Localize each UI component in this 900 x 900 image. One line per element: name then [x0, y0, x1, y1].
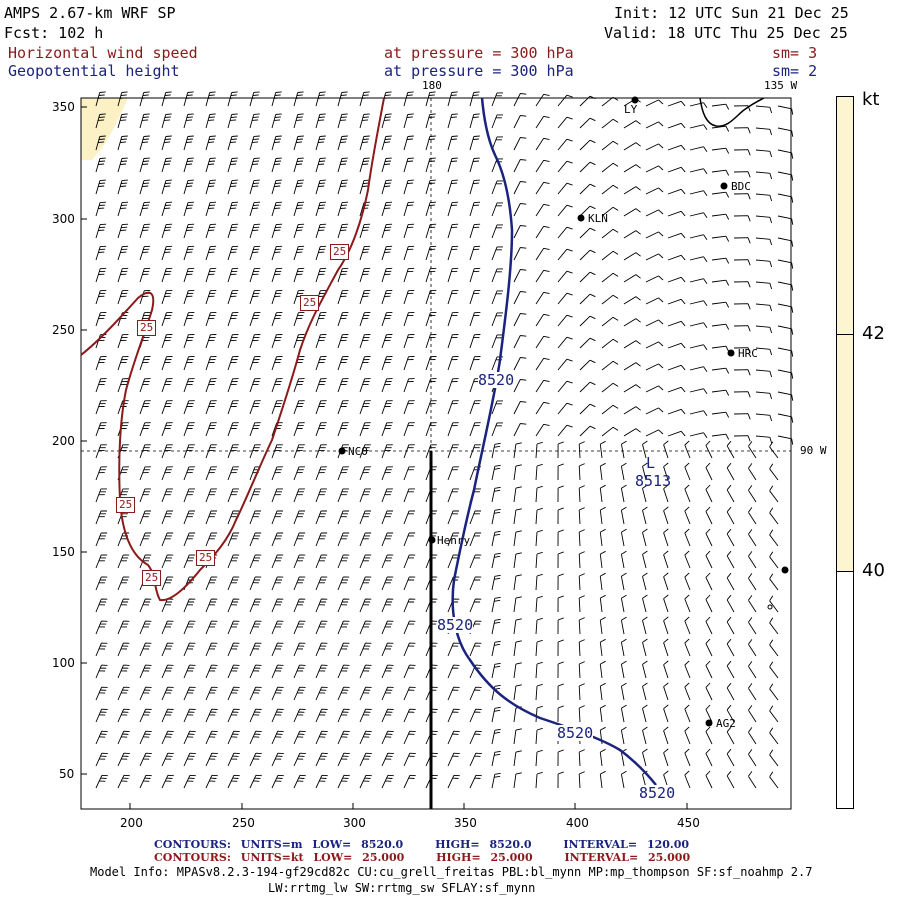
model-info: Model Info: MPASv8.2.3-194-gf29cd82c CU:… — [90, 865, 813, 879]
field-wind-speed: Horizontal wind speed — [8, 44, 198, 62]
forecast-hour: Fcst: 102 h — [4, 24, 104, 42]
model-title: AMPS 2.67-km WRF SP — [4, 4, 176, 22]
station-hrc: HRC — [738, 347, 758, 360]
wind-label-6: 25 — [142, 570, 162, 586]
valid-time: Valid: 18 UTC Thu 25 Dec 25 — [604, 24, 848, 42]
station-bdc-dot — [720, 182, 728, 190]
x-tick-400: 400 — [566, 816, 589, 830]
height-label-3: 8520 — [557, 724, 594, 742]
station-ag2: AG2 — [716, 717, 736, 730]
x-tick-450: 450 — [677, 816, 700, 830]
wind-label-1: 25 — [330, 244, 350, 260]
wind-label-3: 25 — [137, 320, 157, 336]
low-value: 8513 — [635, 472, 672, 490]
wind-speed-fill — [81, 98, 128, 160]
station-nco: NCO — [348, 445, 368, 458]
footer-red-contours: CONTOURS: UNITS=kt LOW= 25.000 HIGH= 25.… — [154, 851, 691, 864]
height-label-4: 8520 — [639, 784, 676, 802]
station-ly: LY — [624, 103, 638, 116]
field-geopotential: Geopotential height — [8, 62, 180, 80]
y-tick-350: 350 — [52, 100, 75, 114]
station-bdc: BDC — [731, 180, 751, 193]
coastline — [699, 97, 765, 127]
axis-ticks — [81, 106, 688, 809]
wind-label-4: 25 — [116, 497, 136, 513]
wind-barb-field — [95, 91, 794, 789]
height-label-2: 8520 — [437, 616, 474, 634]
wind-barbs — [95, 91, 794, 789]
lon-label-135w: 135 W — [764, 79, 798, 92]
colorbar-segment-40 — [837, 335, 853, 572]
lon-label-180: 180 — [422, 79, 442, 92]
y-tick-300: 300 — [52, 212, 75, 226]
station-hrc-dot — [727, 349, 735, 357]
colorbar-label-40: 40 — [862, 560, 885, 581]
x-tick-200: 200 — [120, 816, 143, 830]
station-nco-dot — [338, 447, 346, 455]
colorbar-unit: kt — [862, 89, 880, 110]
y-tick-200: 200 — [52, 434, 75, 448]
wind-label-5: 25 — [196, 550, 216, 566]
wind-contour-25-a — [80, 97, 385, 602]
lon-label-90w: 90 W — [800, 444, 827, 457]
station-henry: Henry — [437, 534, 471, 547]
station-henry-dot — [428, 536, 436, 544]
y-tick-100: 100 — [52, 656, 75, 670]
height-label-1: 8520 — [478, 371, 515, 389]
smoothing-1: sm= 3 — [772, 44, 818, 62]
low-marker: L — [646, 454, 656, 472]
init-time: Init: 12 UTC Sun 21 Dec 25 — [614, 4, 849, 22]
x-tick-250: 250 — [232, 816, 255, 830]
y-tick-150: 150 — [52, 545, 75, 559]
station-ag2-dot — [705, 719, 713, 727]
pressure-level-2: at pressure = 300 hPa — [384, 62, 574, 80]
station-markers — [338, 96, 789, 727]
plot-frame — [80, 97, 792, 810]
x-tick-350: 350 — [454, 816, 477, 830]
y-tick-50: 50 — [59, 767, 75, 781]
colorbar-segment-42 — [837, 97, 853, 335]
station-edge-dot — [781, 566, 789, 574]
footer-blue-contours: CONTOURS: UNITS=m LOW= 8520.0 HIGH= 8520… — [154, 838, 690, 851]
x-tick-300: 300 — [343, 816, 366, 830]
model-info-2: LW:rrtmg_lw SW:rrtmg_sw SFLAY:sf_mynn — [268, 881, 536, 895]
pressure-level-1: at pressure = 300 hPa — [384, 44, 574, 62]
y-tick-250: 250 — [52, 323, 75, 337]
colorbar-label-42: 42 — [862, 323, 885, 344]
station-kln: KLN — [588, 212, 608, 225]
colorbar — [836, 96, 854, 809]
smoothing-2: sm= 2 — [772, 62, 818, 80]
station-ly-dot — [631, 96, 639, 104]
wind-label-2: 25 — [300, 295, 320, 311]
station-kln-dot — [577, 214, 585, 222]
